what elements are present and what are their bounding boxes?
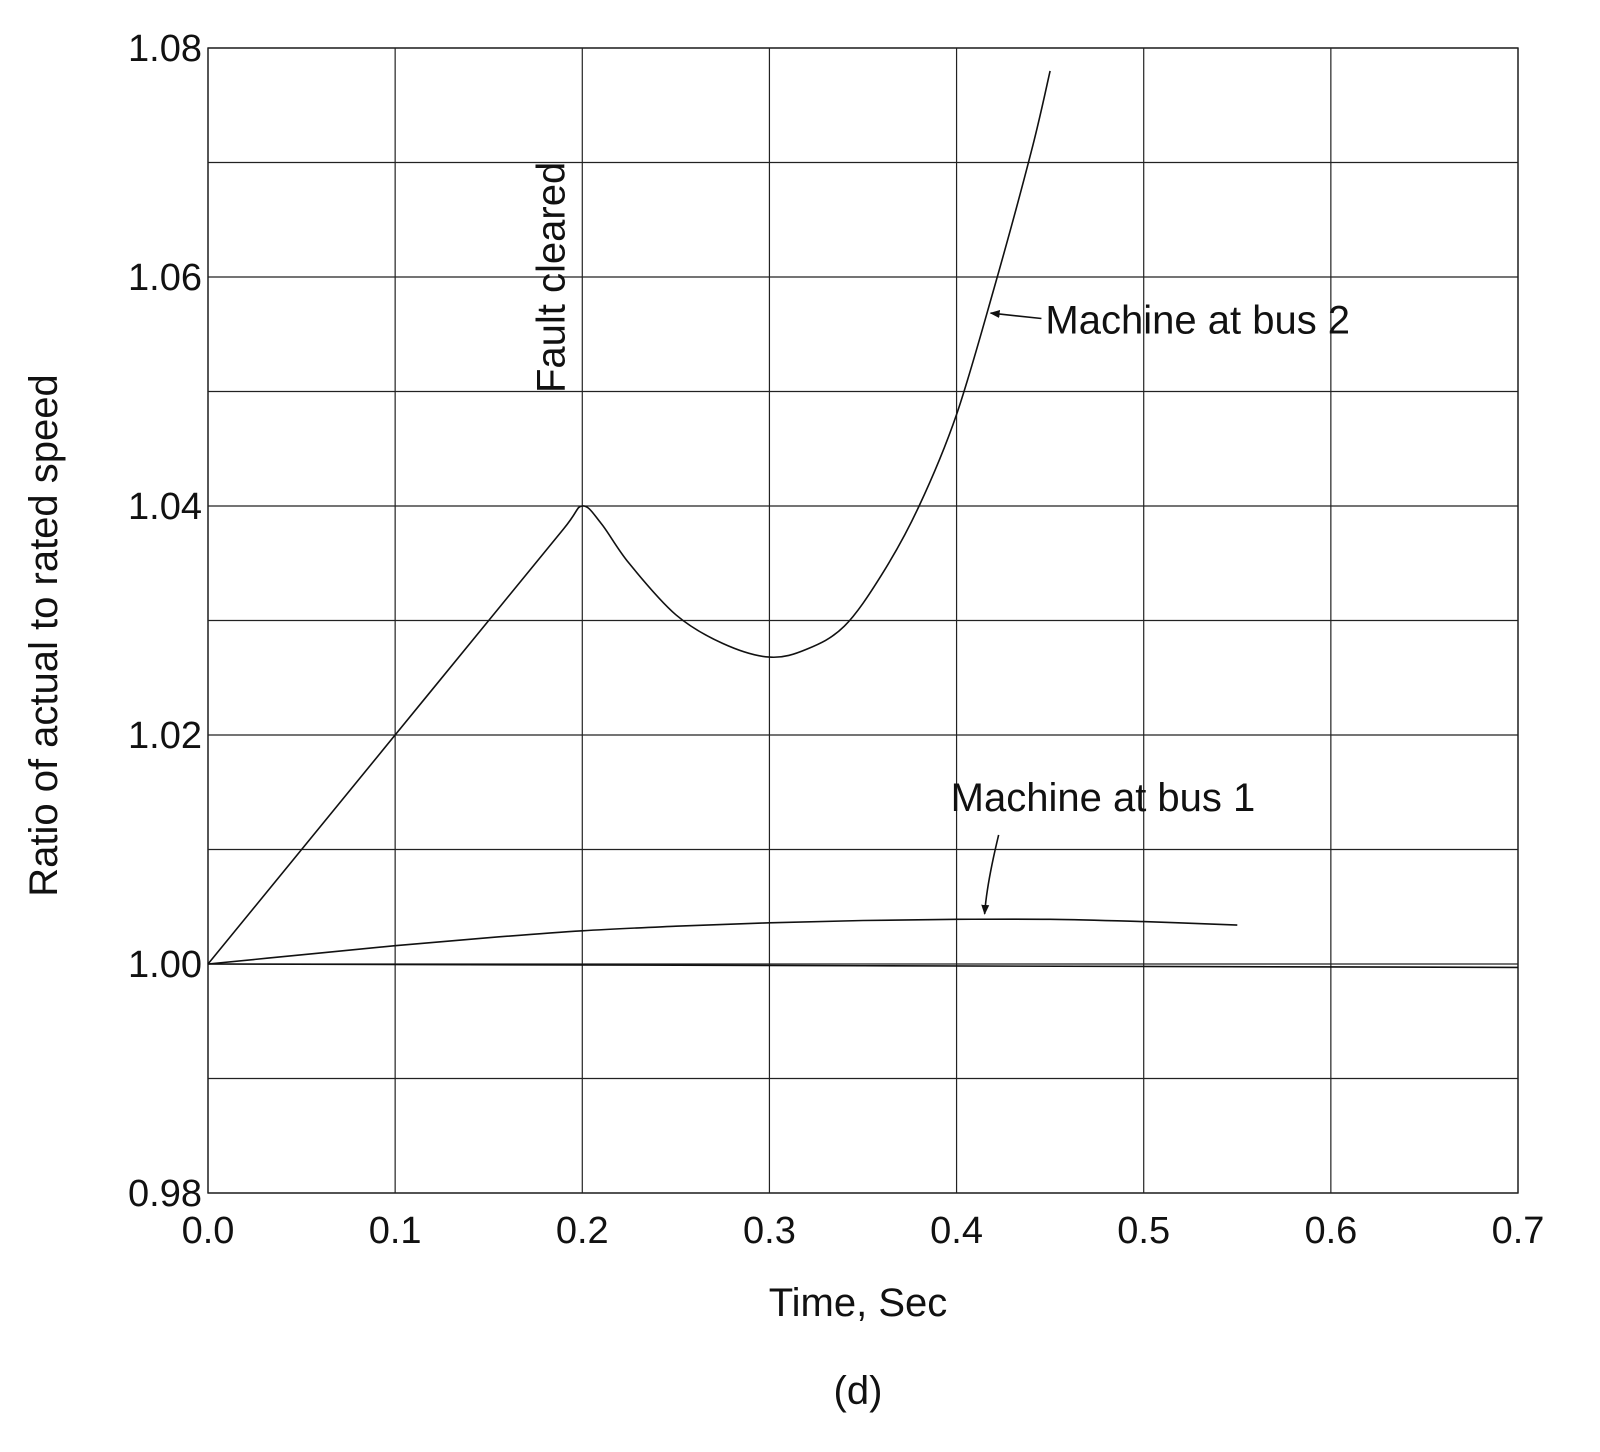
reference-line: [207, 963, 1519, 969]
machine-bus-2-label: Machine at bus 2: [1045, 299, 1350, 343]
x-tick-labels: 0.0 0.1 0.2 0.3 0.4 0.5 0.6 0.7: [182, 1210, 1545, 1252]
x-tick-label: 0.7: [1492, 1210, 1545, 1252]
machine-at-bus-1-line: [207, 918, 1238, 965]
x-tick-label: 0.2: [556, 1210, 609, 1252]
y-tick-label: 1.00: [128, 944, 202, 986]
fault-cleared-label: Fault cleared: [529, 162, 573, 393]
series-lines: [207, 70, 1519, 969]
x-axis-label: Time, Sec: [769, 1281, 948, 1325]
y-tick-label: 1.08: [128, 28, 202, 70]
y-axis-label: Ratio of actual to rated speed: [22, 374, 66, 897]
x-tick-label: 0.0: [182, 1210, 235, 1252]
grid: [207, 47, 1519, 1194]
x-tick-label: 0.3: [743, 1210, 796, 1252]
machine-at-bus-2-line: [207, 70, 1051, 965]
x-tick-label: 0.5: [1117, 1210, 1170, 1252]
x-tick-label: 0.6: [1304, 1210, 1357, 1252]
y-tick-label: 0.98: [128, 1173, 202, 1215]
machine-bus-1-arrow: [981, 834, 1000, 915]
annotations: Fault cleared Machine at bus 2 Machine at …: [529, 162, 1350, 915]
x-tick-label: 0.4: [930, 1210, 983, 1252]
plot-frame: [207, 47, 1519, 1194]
x-tick-label: 0.1: [369, 1210, 422, 1252]
y-tick-label: 1.06: [128, 257, 202, 299]
machine-bus-1-label: Machine at bus 1: [951, 776, 1256, 820]
y-tick-label: 1.04: [128, 486, 202, 528]
figure-caption: (d): [834, 1369, 883, 1413]
y-tick-labels: 0.98 1.00 1.02 1.04 1.06 1.08: [128, 28, 202, 1215]
y-tick-label: 1.02: [128, 715, 202, 757]
machine-bus-2-arrow: [989, 310, 1042, 320]
